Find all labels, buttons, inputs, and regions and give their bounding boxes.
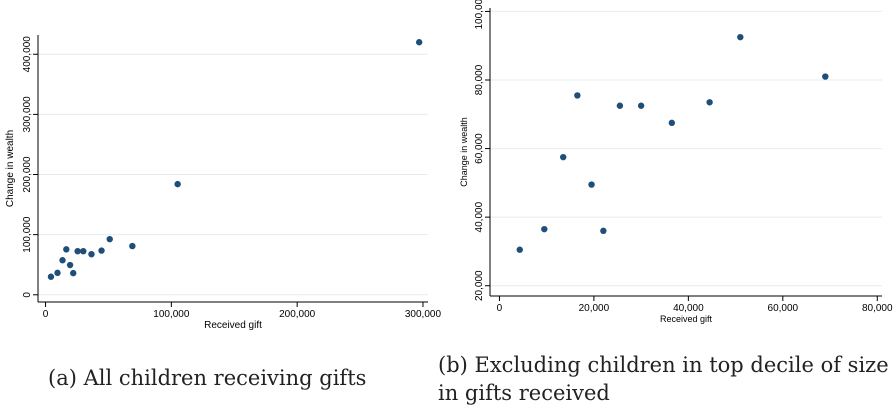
caption-panel-a: (a) All children receiving gifts: [48, 366, 367, 390]
data-point: [106, 235, 113, 243]
data-point: [574, 92, 581, 99]
x-tick-label: 300,000: [405, 309, 442, 320]
y-tick-label: 100,000: [22, 216, 33, 253]
y-axis-title: Change in wealth: [5, 130, 16, 207]
data-point: [516, 246, 523, 253]
data-point: [88, 250, 95, 258]
data-point: [59, 257, 66, 264]
y-axis-title: Change in wealth: [459, 117, 469, 187]
x-tick-label: 0: [497, 303, 503, 314]
y-tick-label: 100,000: [474, 0, 485, 30]
data-point: [600, 227, 607, 235]
data-point: [706, 99, 713, 106]
data-point: [66, 261, 74, 269]
x-tick-label: 60,000: [768, 303, 799, 314]
caption-panel-b: (b) Excluding children in top decile of …: [438, 353, 889, 405]
data-point: [98, 247, 105, 254]
panel-a-all-children: 0 100,000 200,000 300,000 400,000 0 100,000 200…: [5, 35, 441, 331]
data-point: [737, 33, 744, 41]
y-tick-label: 60,000: [474, 133, 485, 164]
data-point: [174, 180, 181, 188]
y-tick-label: 20,000: [474, 270, 485, 301]
data-point: [822, 73, 829, 80]
data-point: [54, 269, 61, 277]
x-tick-label: 0: [43, 309, 49, 320]
data-point: [560, 153, 567, 161]
data-point: [616, 102, 624, 109]
data-point: [63, 246, 70, 253]
x-tick-label: 200,000: [279, 309, 316, 320]
data-point: [74, 247, 81, 255]
data-point: [541, 225, 548, 233]
data-point: [415, 39, 423, 46]
data-point: [70, 269, 77, 277]
x-tick-label: 40,000: [673, 303, 704, 314]
y-tick-label: 200,000: [22, 156, 33, 193]
x-tick-label: 100,000: [153, 309, 190, 320]
data-point: [637, 102, 645, 109]
data-point: [47, 273, 55, 280]
data-point: [588, 181, 595, 188]
data-point: [668, 119, 676, 127]
x-tick-label: 20,000: [579, 303, 610, 314]
x-axis-title: Received gift: [204, 320, 262, 331]
data-point: [80, 247, 87, 255]
panel-b-excluding-top-decile: 20,000 40,000 60,000 80,000 100,000 0 20,000 40…: [459, 0, 893, 324]
x-axis-title: Received gift: [660, 314, 713, 324]
y-tick-label: 300,000: [22, 96, 33, 133]
y-tick-label: 400,000: [22, 36, 33, 73]
data-point: [129, 242, 136, 250]
x-tick-label: 80,000: [862, 303, 893, 314]
y-tick-label: 40,000: [474, 201, 485, 232]
y-tick-label: 80,000: [474, 64, 485, 95]
y-tick-label: 0: [22, 292, 33, 298]
